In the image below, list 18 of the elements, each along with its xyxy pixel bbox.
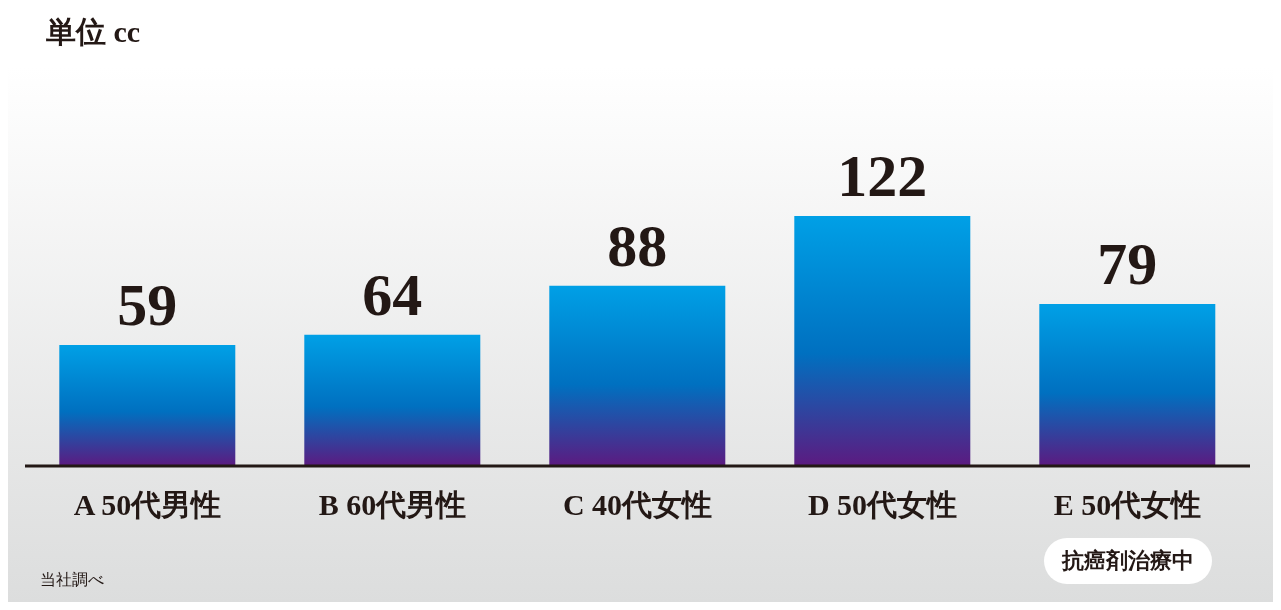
data-label: 59 [117, 272, 178, 339]
data-label: 122 [837, 143, 928, 209]
x-tick-label: A 50代男性 [73, 488, 222, 522]
data-label: 64 [362, 261, 423, 328]
data-label: 79 [1097, 231, 1158, 298]
bar [794, 216, 971, 466]
x-tick-label: B 60代男性 [318, 488, 467, 522]
text: 抗癌剤治療中 [1043, 538, 1212, 584]
bar [304, 334, 481, 466]
text: 当社調べ [40, 570, 104, 591]
x-tick-label: C 40代女性 [562, 488, 713, 522]
x-tick-label: D 50代女性 [807, 488, 958, 522]
bar [1039, 304, 1216, 466]
data-label: 88 [607, 212, 668, 279]
bar [59, 345, 236, 466]
x-tick-label: E 50代女性 [1053, 488, 1202, 522]
bar [549, 285, 726, 466]
chart-title: 単位 cc [46, 14, 141, 50]
